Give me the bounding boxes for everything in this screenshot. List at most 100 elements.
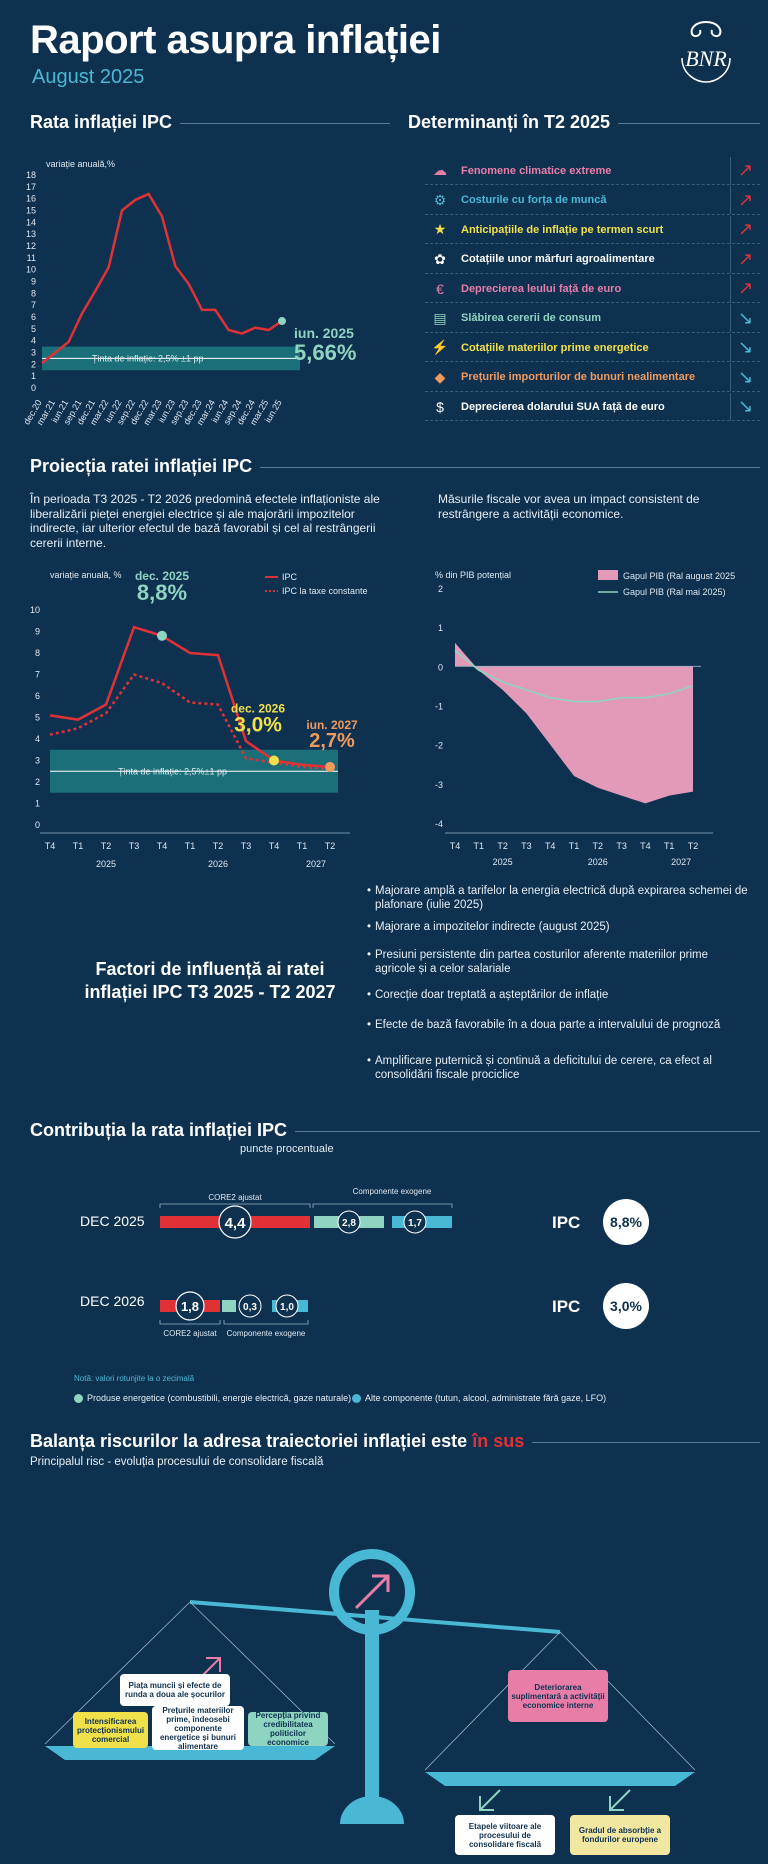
legend-gap-may: Gapul PIB (Ral mai 2025) xyxy=(623,587,726,597)
row1-core-value: 4,4 xyxy=(225,1215,247,1232)
determinant-label: Prețurile importurilor de bunuri nealime… xyxy=(461,371,696,383)
factor-item: • Majorare a impozitelor indirecte (augus… xyxy=(367,921,610,933)
chart2-year: 2025 xyxy=(96,859,116,868)
determinant-row: ▤ Slăbirea cererii de consum ↘ xyxy=(425,304,760,333)
chart1-ytick: 8 xyxy=(31,288,36,298)
row1-ipc-label: IPC xyxy=(552,1213,580,1232)
left-pan xyxy=(45,1746,335,1760)
ipc-rate-title: Rata inflației IPC xyxy=(30,112,181,133)
chart3-xtick: T4 xyxy=(640,841,651,851)
determinant-label: Fenomene climatice extreme xyxy=(461,164,612,177)
chart1-ytick: 7 xyxy=(31,300,36,310)
factor-text: Efecte de bază favorabile în a doua part… xyxy=(375,1019,721,1031)
climate-icon: ☁ xyxy=(433,162,447,178)
chart3-xtick: T2 xyxy=(593,841,604,851)
down-arrow-2-icon xyxy=(609,1789,631,1811)
chart2-xtick: T1 xyxy=(297,841,308,851)
row2-exo-label: Componente exogene xyxy=(227,1329,306,1338)
page-subtitle: August 2025 xyxy=(32,66,145,88)
chart3-xtick: T3 xyxy=(521,841,532,851)
chart2-ytick: 6 xyxy=(35,691,40,701)
factor-item: • Majorare amplă a tarifelor la energia e… xyxy=(367,885,748,911)
chart2-ytick: 1 xyxy=(35,799,40,809)
trend-up-icon: ↗ xyxy=(730,274,760,303)
chart2-xtick: T1 xyxy=(73,841,84,851)
chart3-ylabel: % din PIB potențial xyxy=(435,570,511,580)
factor-item: • Corecție doar treptată a așteptărilor d… xyxy=(367,989,609,1001)
chart3-xtick: T1 xyxy=(569,841,580,851)
chart3-year: 2025 xyxy=(493,857,513,867)
scale-up-arrow-icon xyxy=(354,1574,390,1610)
chart2-xtick: T2 xyxy=(325,841,336,851)
chart3-ytick: 0 xyxy=(438,662,443,672)
chart1-ytick: 18 xyxy=(26,170,36,180)
chart3-xtick: T2 xyxy=(497,841,508,851)
determinant-row: ◆ Prețurile importurilor de bunuri nealim… xyxy=(425,363,760,392)
trend-up-icon: ↗ xyxy=(730,245,760,273)
chart2-xtick: T3 xyxy=(129,841,140,851)
annot-label: dec. 2026 xyxy=(231,702,285,716)
euro-icon: € xyxy=(436,280,444,297)
row1-core-label: CORE2 ajustat xyxy=(208,1193,262,1202)
chart2-year: 2027 xyxy=(306,859,326,868)
agri-icon: ✿ xyxy=(434,250,446,267)
risk-left-2: Intensificarea protecționismului comerci… xyxy=(73,1712,148,1748)
contrib-note: Notă: valori rotunjite la o zecimală xyxy=(74,1374,195,1383)
chart2-ytick: 8 xyxy=(35,648,40,658)
determinant-label: Deprecierea dolarului SUA față de euro xyxy=(461,400,665,413)
row2-core-label: CORE2 ajustat xyxy=(163,1329,217,1338)
annot-value: 8,8% xyxy=(137,580,187,605)
row2-other-value: 1,0 xyxy=(280,1302,294,1313)
chart3-year: 2026 xyxy=(588,857,608,867)
risks-title-end: în sus xyxy=(472,1431,525,1451)
fiscal-paragraph: Măsurile fiscale vor avea un impact cons… xyxy=(438,492,700,521)
legend-other-swatch xyxy=(352,1393,361,1403)
chart1-ytick: 6 xyxy=(31,312,36,322)
scale-ring xyxy=(329,1549,415,1635)
determinant-row: ✿ Cotațiile unor mărfuri agroalimentare ↗ xyxy=(425,245,760,274)
row1-ipc-value: 8,8% xyxy=(610,1214,642,1230)
chart1-ytick: 12 xyxy=(26,241,36,251)
legend-energy: Produse energetice (combustibili, energi… xyxy=(74,1393,351,1403)
annot-value: 3,0% xyxy=(234,714,282,737)
scale-base xyxy=(340,1796,404,1824)
annot-label: iun. 2027 xyxy=(306,718,358,732)
contrib-title: Contribuția la rata inflației IPC xyxy=(30,1120,296,1141)
chart1-ytick: 15 xyxy=(26,206,36,216)
latest-label: iun. 2025 xyxy=(294,325,354,341)
row1-other-value: 1,7 xyxy=(408,1218,422,1229)
trend-down-icon: ↘ xyxy=(730,392,760,421)
chart2-xtick: T4 xyxy=(157,841,168,851)
row2-ipc-label: IPC xyxy=(552,1297,580,1316)
gap-aug-area xyxy=(455,642,693,804)
factor-text: Amplificare puternică și continuă a defi… xyxy=(375,1055,712,1081)
annot-label: dec. 2025 xyxy=(135,569,189,583)
risks-title-start: Balanța riscurilor la adresa traiectorie… xyxy=(30,1431,468,1451)
determinant-label: Anticipațiile de inflație pe termen scur… xyxy=(461,223,664,236)
latest-point xyxy=(278,317,286,326)
determinants-title: Determinanți în T2 2025 xyxy=(400,112,619,133)
trend-up-icon: ↗ xyxy=(730,186,760,214)
chart3-xtick: T4 xyxy=(450,841,461,851)
chart1-ytick: 4 xyxy=(31,336,36,346)
chart2-ytick: 7 xyxy=(35,670,40,680)
energy-icon: ⚡ xyxy=(431,339,449,355)
projection-title: Proiecția ratei inflației IPC xyxy=(30,456,261,477)
chart3-ytick: -3 xyxy=(435,780,443,790)
projection-point xyxy=(269,755,279,766)
legend-gap-aug: Gapul PIB (Ral august 2025) xyxy=(623,571,735,581)
projection-point xyxy=(325,761,335,772)
latest-value: 5,66% xyxy=(294,340,357,365)
factor-text: Presiuni persistente din partea costuril… xyxy=(375,949,709,975)
chart1-ytick: 10 xyxy=(26,265,36,275)
factor-text: Corecție doar treptată a așteptărilor de… xyxy=(375,989,609,1001)
annot-value: 2,7% xyxy=(309,730,355,752)
trend-up-icon: ↗ xyxy=(730,215,760,244)
chart2-target-label: Ținta de inflație: 2,5%±1 pp xyxy=(118,766,227,776)
logo-text: BNR xyxy=(685,46,727,71)
trend-down-icon: ↘ xyxy=(730,363,760,391)
ipc-const-line xyxy=(49,673,331,771)
chart3-ytick: -2 xyxy=(435,741,443,751)
chart3-xtick: T1 xyxy=(474,841,485,851)
contrib-subtitle: puncte procentuale xyxy=(240,1143,334,1155)
